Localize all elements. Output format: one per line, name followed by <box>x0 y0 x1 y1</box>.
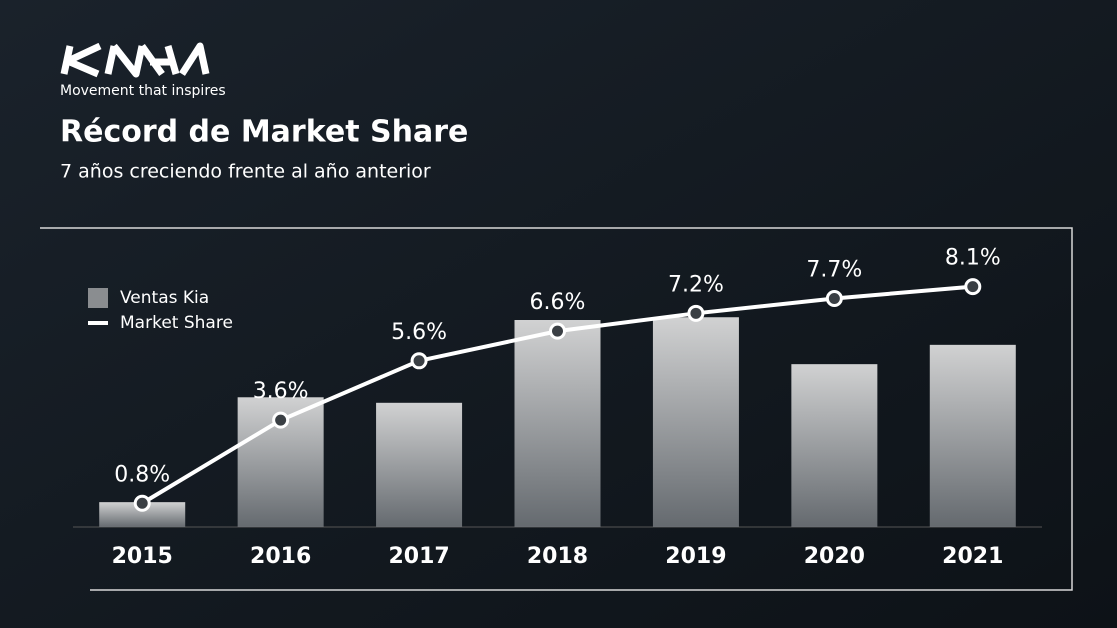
point <box>133 494 151 512</box>
legend-label: Ventas Kia <box>120 288 209 308</box>
tagline: Movement that inspires <box>60 83 226 99</box>
kia-logo <box>60 42 210 78</box>
x-tick-label: 2016 <box>250 544 311 569</box>
bar <box>791 364 878 527</box>
x-tick-label: 2020 <box>804 544 865 569</box>
data-label: 6.6% <box>530 290 586 315</box>
bar <box>376 402 463 527</box>
x-tick-label: 2019 <box>665 544 726 569</box>
data-label: 8.1% <box>945 246 1001 271</box>
bar <box>514 320 601 527</box>
bar <box>929 344 1016 527</box>
chart-title: Récord de Market Share <box>60 115 468 150</box>
x-tick-label: 2015 <box>112 544 173 569</box>
point <box>272 411 290 429</box>
x-tick-label: 2018 <box>527 544 588 569</box>
data-label: 3.6% <box>253 379 309 404</box>
data-label: 5.6% <box>391 320 447 345</box>
chart-subtitle: 7 años creciendo frente al año anterior <box>60 161 431 183</box>
data-label: 7.2% <box>668 272 724 297</box>
chart-frame <box>40 227 1073 591</box>
point <box>687 304 705 322</box>
point <box>825 289 843 307</box>
logo <box>60 42 210 78</box>
bar <box>652 317 739 527</box>
legend-label: Market Share <box>120 313 233 333</box>
data-label: 0.8% <box>114 462 170 487</box>
data-label: 7.7% <box>806 257 862 282</box>
point <box>549 322 566 340</box>
x-tick-label: 2017 <box>388 544 449 569</box>
point <box>410 352 428 370</box>
point <box>964 278 982 296</box>
x-tick-label: 2021 <box>942 544 1003 569</box>
legend-swatch <box>88 288 108 308</box>
